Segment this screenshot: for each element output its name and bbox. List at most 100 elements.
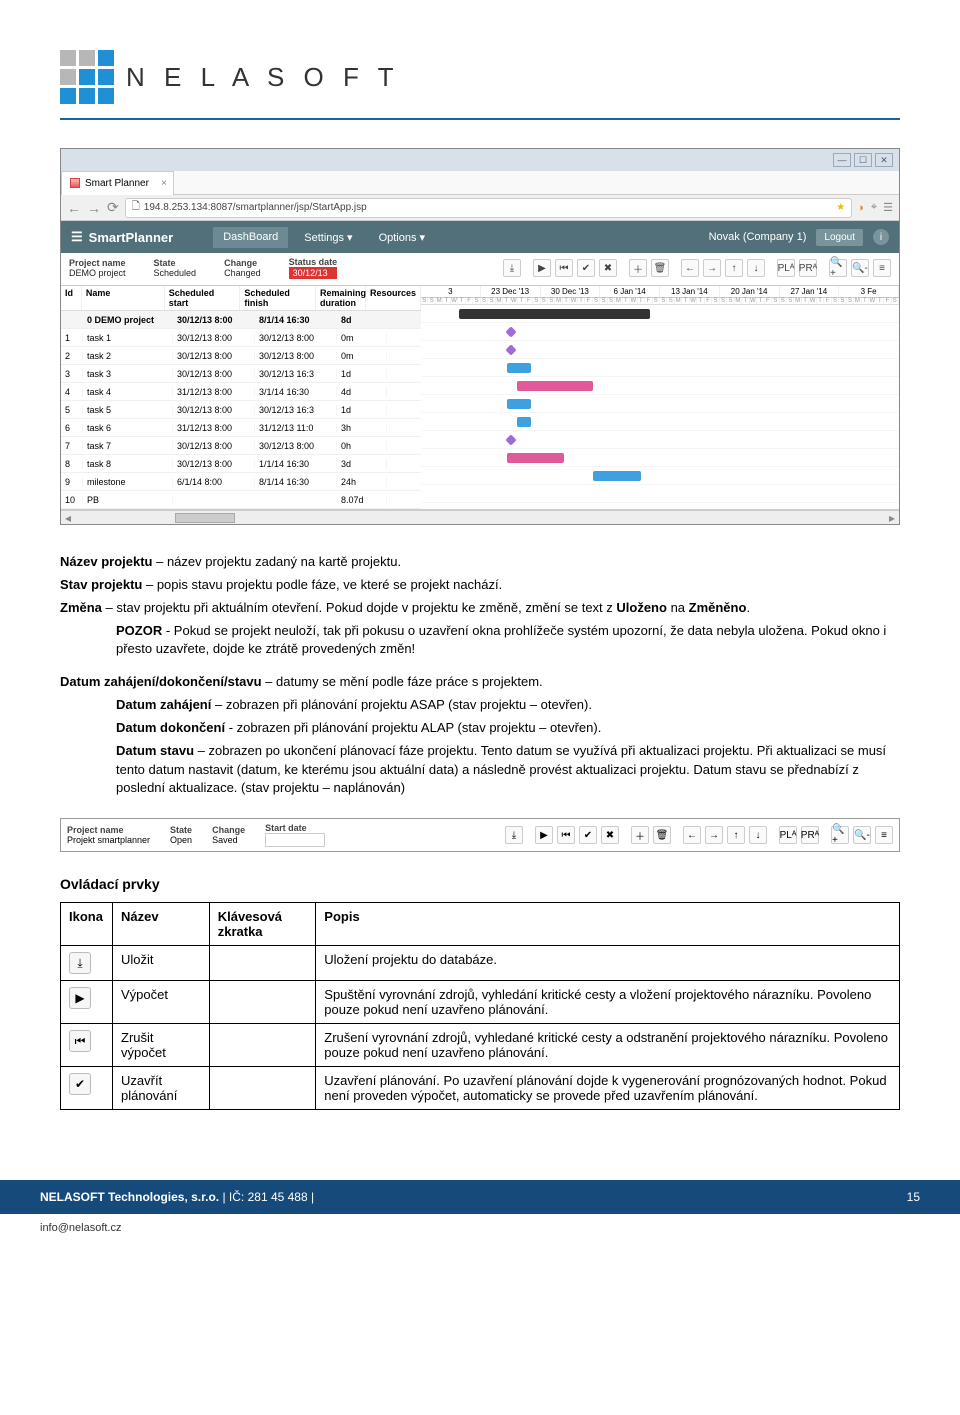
gantt-area: Id Name Scheduled start Scheduled finish… [61, 286, 899, 510]
toolbar-icon[interactable]: ⤓ [503, 259, 521, 277]
window-titlebar: — ☐ ✕ [61, 149, 899, 171]
project-header: Project nameDEMO project StateScheduled … [61, 253, 899, 286]
toolbar-icon[interactable]: PRᴬ [799, 259, 817, 277]
toolbar-icon[interactable]: ⏮ [555, 259, 573, 277]
toolbar-icon[interactable]: ✖ [599, 259, 617, 277]
toolbar-icon[interactable]: ＋ [631, 826, 649, 844]
toolbar-icon[interactable]: 🔍+ [829, 259, 847, 277]
menu-icon[interactable]: ☰ [71, 229, 83, 245]
gantt-bar[interactable] [505, 434, 516, 445]
menu-options[interactable]: Options ▾ [369, 227, 436, 248]
control-icon: ⏮ [69, 1030, 91, 1052]
gantt-row[interactable]: 1task 130/12/13 8:0030/12/13 8:000m [61, 329, 421, 347]
browser-tab[interactable]: Smart Planner × [61, 171, 174, 195]
toolbar-icon[interactable]: 🔍- [853, 826, 871, 844]
gantt-bar[interactable] [507, 363, 531, 373]
gantt-bar[interactable] [505, 326, 516, 337]
gantt-bar[interactable] [507, 399, 531, 409]
toolbar-icon[interactable]: ← [681, 259, 699, 277]
toolbar-icon[interactable]: ✔ [579, 826, 597, 844]
toolbar-icon[interactable]: 🔍- [851, 259, 869, 277]
body-text: Název projektu – název projektu zadaný n… [60, 553, 900, 798]
gantt-columns: Id Name Scheduled start Scheduled finish… [61, 286, 421, 311]
browser-addressbar: ← → ⟳ 🗋 194.8.253.134:8087/smartplanner/… [61, 195, 899, 221]
toolbar-icon[interactable]: ≡ [873, 259, 891, 277]
toolbar-icon[interactable]: → [703, 259, 721, 277]
browser-tabs: Smart Planner × [61, 171, 899, 195]
toolbar-icon[interactable]: ≡ [875, 826, 893, 844]
toolbar-icon[interactable]: ⤓ [505, 826, 523, 844]
company-name: N E L A S O F T [126, 62, 400, 93]
toolbar-icon[interactable]: ← [683, 826, 701, 844]
toolbar-icon[interactable]: 🗑 [653, 826, 671, 844]
toolbar-icon[interactable]: PRᴬ [801, 826, 819, 844]
gantt-bar[interactable] [517, 417, 531, 427]
toolbar-icon[interactable]: 🗑 [651, 259, 669, 277]
page-number: 15 [907, 1190, 920, 1204]
star-icon[interactable]: ★ [836, 202, 845, 213]
toolbar-icon[interactable]: ↓ [747, 259, 765, 277]
scrollbar-thumb[interactable] [175, 513, 235, 523]
toolbar-icon[interactable]: ↓ [749, 826, 767, 844]
divider [60, 118, 900, 120]
control-icon: ▶ [69, 987, 91, 1009]
url-text: 194.8.253.134:8087/smartplanner/jsp/Star… [144, 202, 367, 213]
url-input[interactable]: 🗋 194.8.253.134:8087/smartplanner/jsp/St… [125, 198, 853, 218]
tab-close-icon[interactable]: × [161, 178, 167, 189]
footer: NELASOFT Technologies, s.r.o. | IČ: 281 … [0, 1180, 960, 1214]
timeline-header: 323 Dec '1330 Dec '136 Jan '1413 Jan '14… [421, 286, 899, 298]
sub-footer: info@nelasoft.cz [0, 1214, 960, 1242]
control-icon: ✔ [69, 1073, 91, 1095]
maximize-icon[interactable]: ☐ [854, 153, 872, 167]
user-label: Novak (Company 1) [709, 231, 807, 243]
app-logo: ☰ SmartPlanner [71, 229, 173, 245]
reload-icon[interactable]: ⟳ [107, 199, 119, 216]
tab-title: Smart Planner [85, 178, 149, 189]
gantt-row[interactable]: 4task 431/12/13 8:003/1/14 16:304d [61, 383, 421, 401]
scrollbar[interactable]: ◂ ▸ [61, 510, 899, 524]
gantt-row[interactable]: 2task 230/12/13 8:0030/12/13 8:000m [61, 347, 421, 365]
toolbar-icon[interactable]: ✖ [601, 826, 619, 844]
gantt-row[interactable]: 7task 730/12/13 8:0030/12/13 8:000h [61, 437, 421, 455]
logout-button[interactable]: Logout [816, 229, 863, 246]
status-date[interactable]: 30/12/13 [289, 267, 338, 279]
gantt-row[interactable]: 6task 631/12/13 8:0031/12/13 11:03h [61, 419, 421, 437]
close-icon[interactable]: ✕ [875, 153, 893, 167]
table-row: ⏮Zrušit výpočetZrušení vyrovnání zdrojů,… [61, 1024, 900, 1067]
gantt-bar[interactable] [507, 453, 564, 463]
minimize-icon[interactable]: — [833, 153, 851, 167]
forward-icon[interactable]: → [87, 200, 101, 216]
toolbar-icon[interactable]: ＋ [629, 259, 647, 277]
gantt-bar[interactable] [593, 471, 641, 481]
gantt-row[interactable]: 5task 530/12/13 8:0030/12/13 16:31d [61, 401, 421, 419]
gantt-bar[interactable] [505, 344, 516, 355]
toolbar-icon[interactable]: 🔍+ [831, 826, 849, 844]
toolbar-icon[interactable]: ↑ [727, 826, 745, 844]
gantt-row[interactable]: 0 DEMO project30/12/13 8:008/1/14 16:308… [61, 311, 421, 329]
toolbar-icon[interactable]: ✔ [577, 259, 595, 277]
menu-dashboard[interactable]: DashBoard [213, 227, 288, 248]
gantt-bar[interactable] [459, 309, 650, 319]
info-icon[interactable]: i [873, 229, 889, 245]
rss-icon[interactable]: ◗ [858, 202, 865, 214]
toolbar-icon[interactable]: ↑ [725, 259, 743, 277]
gantt-row[interactable]: 8task 830/12/13 8:001/1/14 16:303d [61, 455, 421, 473]
controls-table: Ikona Název Klávesová zkratka Popis ⤓Ulo… [60, 902, 900, 1110]
app-navbar: ☰ SmartPlanner DashBoard Settings ▾ Opti… [61, 221, 899, 253]
start-date-input[interactable] [265, 833, 325, 847]
gantt-row[interactable]: 3task 330/12/13 8:0030/12/13 16:31d [61, 365, 421, 383]
toolbar-icon[interactable]: ▶ [535, 826, 553, 844]
back-icon[interactable]: ← [67, 200, 81, 216]
gantt-row[interactable]: 9milestone6/1/14 8:008/1/14 16:3024h [61, 473, 421, 491]
settings-icon[interactable]: ☰ [883, 201, 893, 214]
ext-icon[interactable]: ⌖ [871, 201, 877, 214]
gantt-row[interactable]: 10PB8.07d [61, 491, 421, 509]
toolbar-icon[interactable]: ⏮ [557, 826, 575, 844]
toolbar-icon[interactable]: PLᴬ [777, 259, 795, 277]
gantt-bar[interactable] [517, 381, 593, 391]
menu-settings[interactable]: Settings ▾ [294, 227, 362, 248]
toolbar-icon[interactable]: → [705, 826, 723, 844]
toolbar-icon[interactable]: ▶ [533, 259, 551, 277]
favicon-icon [70, 178, 80, 188]
toolbar-icon[interactable]: PLᴬ [779, 826, 797, 844]
